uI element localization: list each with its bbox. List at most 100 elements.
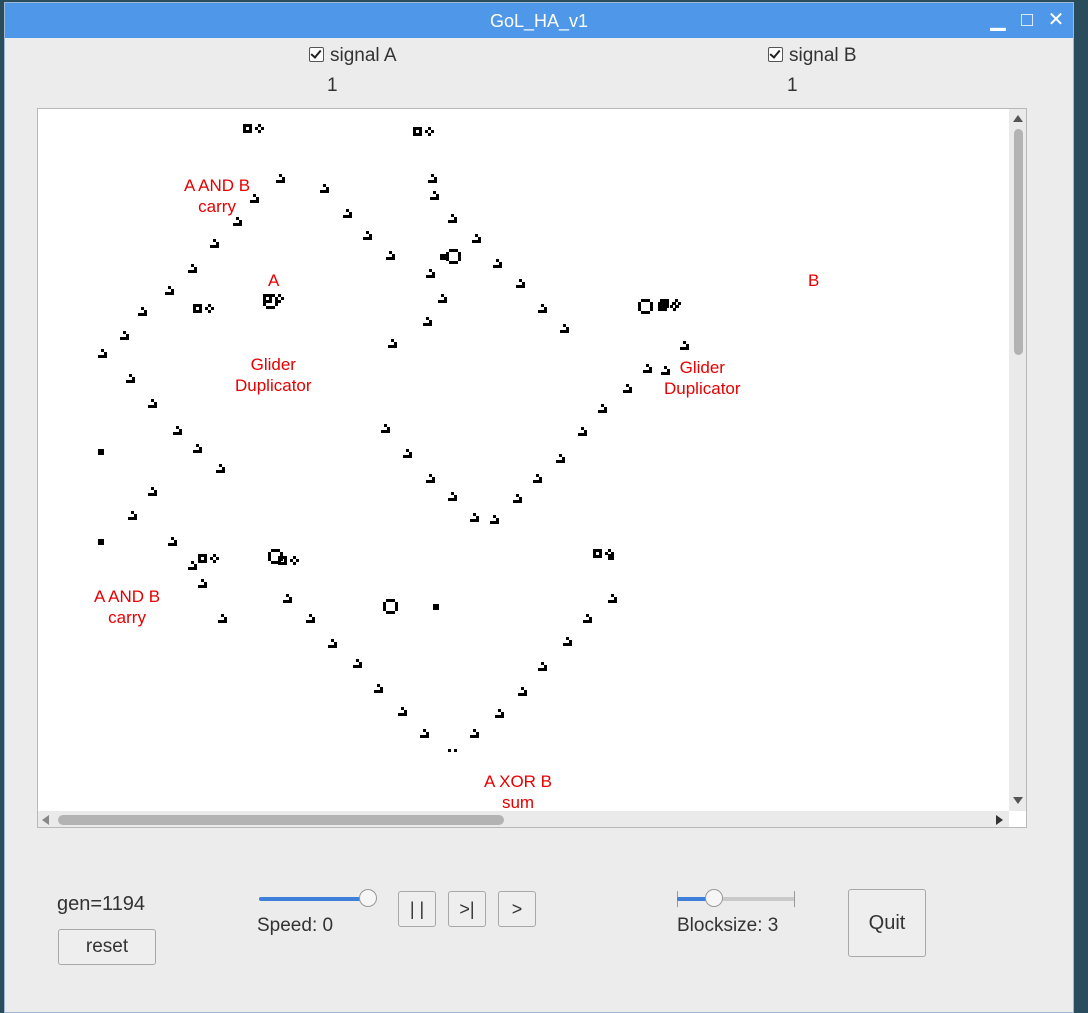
cell	[496, 518, 499, 521]
cell	[664, 366, 667, 369]
cell	[473, 519, 476, 522]
cell	[256, 197, 259, 200]
dup-left-line2: Duplicator	[235, 376, 312, 395]
cell	[666, 299, 669, 302]
cell	[275, 297, 278, 300]
cell	[496, 259, 499, 262]
sum-label-line1: A XOR B	[484, 772, 553, 791]
cell	[98, 539, 101, 542]
cell	[366, 231, 369, 234]
blocksize-slider-handle[interactable]	[705, 889, 723, 907]
cell	[269, 294, 272, 297]
checkbox-checked-icon[interactable]	[768, 47, 783, 62]
cell	[284, 559, 287, 562]
cell	[293, 562, 296, 565]
cell	[566, 643, 569, 646]
maximize-icon[interactable]: □	[1020, 9, 1034, 31]
cell	[596, 549, 599, 552]
cell	[279, 180, 282, 183]
cell	[498, 715, 501, 718]
cell	[194, 567, 197, 570]
cell	[416, 133, 419, 136]
cell	[346, 215, 349, 218]
cell	[196, 310, 199, 313]
cell	[584, 433, 587, 436]
speed-slider[interactable]	[259, 889, 377, 911]
blocksize-slider[interactable]	[677, 889, 795, 911]
cell	[277, 549, 280, 552]
cell	[387, 427, 390, 430]
cell	[392, 257, 395, 260]
cell	[604, 410, 607, 413]
cell	[253, 194, 256, 197]
cell	[154, 490, 157, 493]
cell	[664, 305, 667, 308]
cell	[650, 305, 653, 308]
cell	[501, 712, 504, 715]
cell	[284, 562, 287, 565]
play-button[interactable]: >	[498, 891, 536, 927]
cell	[236, 223, 239, 226]
cell	[495, 715, 498, 718]
cell	[213, 245, 216, 248]
close-icon[interactable]: ✕	[1047, 9, 1065, 31]
cell	[664, 372, 667, 375]
cell	[629, 390, 632, 393]
vertical-scrollbar[interactable]	[1009, 109, 1026, 811]
cell	[380, 687, 383, 690]
cell	[219, 470, 222, 473]
cell	[596, 555, 599, 558]
step-button[interactable]: >|	[448, 891, 486, 927]
cell	[281, 297, 284, 300]
cell	[204, 554, 207, 557]
life-grid-canvas[interactable]: A AND B carry A B Glider Duplicator Glid…	[37, 108, 1027, 828]
signal-b-checkbox[interactable]: signal B	[768, 45, 857, 67]
cell	[199, 310, 202, 313]
pause-button[interactable]: | |	[398, 891, 436, 927]
cell	[216, 242, 219, 245]
scroll-down-icon[interactable]	[1013, 797, 1023, 804]
quit-button[interactable]: Quit	[848, 889, 926, 957]
cell	[516, 494, 519, 497]
cell	[272, 306, 275, 309]
cell	[98, 355, 101, 358]
cell	[566, 637, 569, 640]
cell	[395, 605, 398, 608]
scroll-up-icon[interactable]	[1013, 115, 1023, 122]
cell	[204, 582, 207, 585]
cell	[451, 498, 454, 501]
cell	[423, 323, 426, 326]
checkbox-checked-icon[interactable]	[309, 47, 324, 62]
cell	[426, 735, 429, 738]
cell	[236, 217, 239, 220]
cell	[416, 127, 419, 130]
cell	[496, 265, 499, 268]
cell	[306, 620, 309, 623]
cell	[516, 285, 519, 288]
cell	[243, 124, 246, 127]
dup-right-line2: Duplicator	[664, 379, 741, 398]
vertical-scroll-thumb[interactable]	[1014, 129, 1023, 355]
reset-button[interactable]: reset	[58, 929, 156, 965]
cell	[141, 313, 144, 316]
cell	[593, 549, 596, 552]
cell	[670, 305, 673, 308]
cell	[563, 330, 566, 333]
cell	[429, 320, 432, 323]
signal-a-checkbox[interactable]: signal A	[309, 45, 397, 67]
horizontal-scrollbar[interactable]	[38, 811, 1009, 827]
minimize-icon[interactable]: ▁	[990, 9, 1006, 31]
cell	[436, 197, 439, 200]
title-bar[interactable]: GoL_HA_v1 ▁ □ ✕	[5, 3, 1073, 38]
cell	[392, 254, 395, 257]
scroll-left-icon[interactable]	[42, 815, 49, 825]
horizontal-scroll-thumb[interactable]	[58, 815, 504, 825]
cell	[581, 433, 584, 436]
cell	[455, 249, 458, 252]
cell	[312, 620, 315, 623]
scroll-right-icon[interactable]	[996, 815, 1003, 825]
cell	[198, 554, 201, 557]
cell	[560, 330, 563, 333]
speed-slider-handle[interactable]	[359, 889, 377, 907]
cell	[473, 729, 476, 732]
